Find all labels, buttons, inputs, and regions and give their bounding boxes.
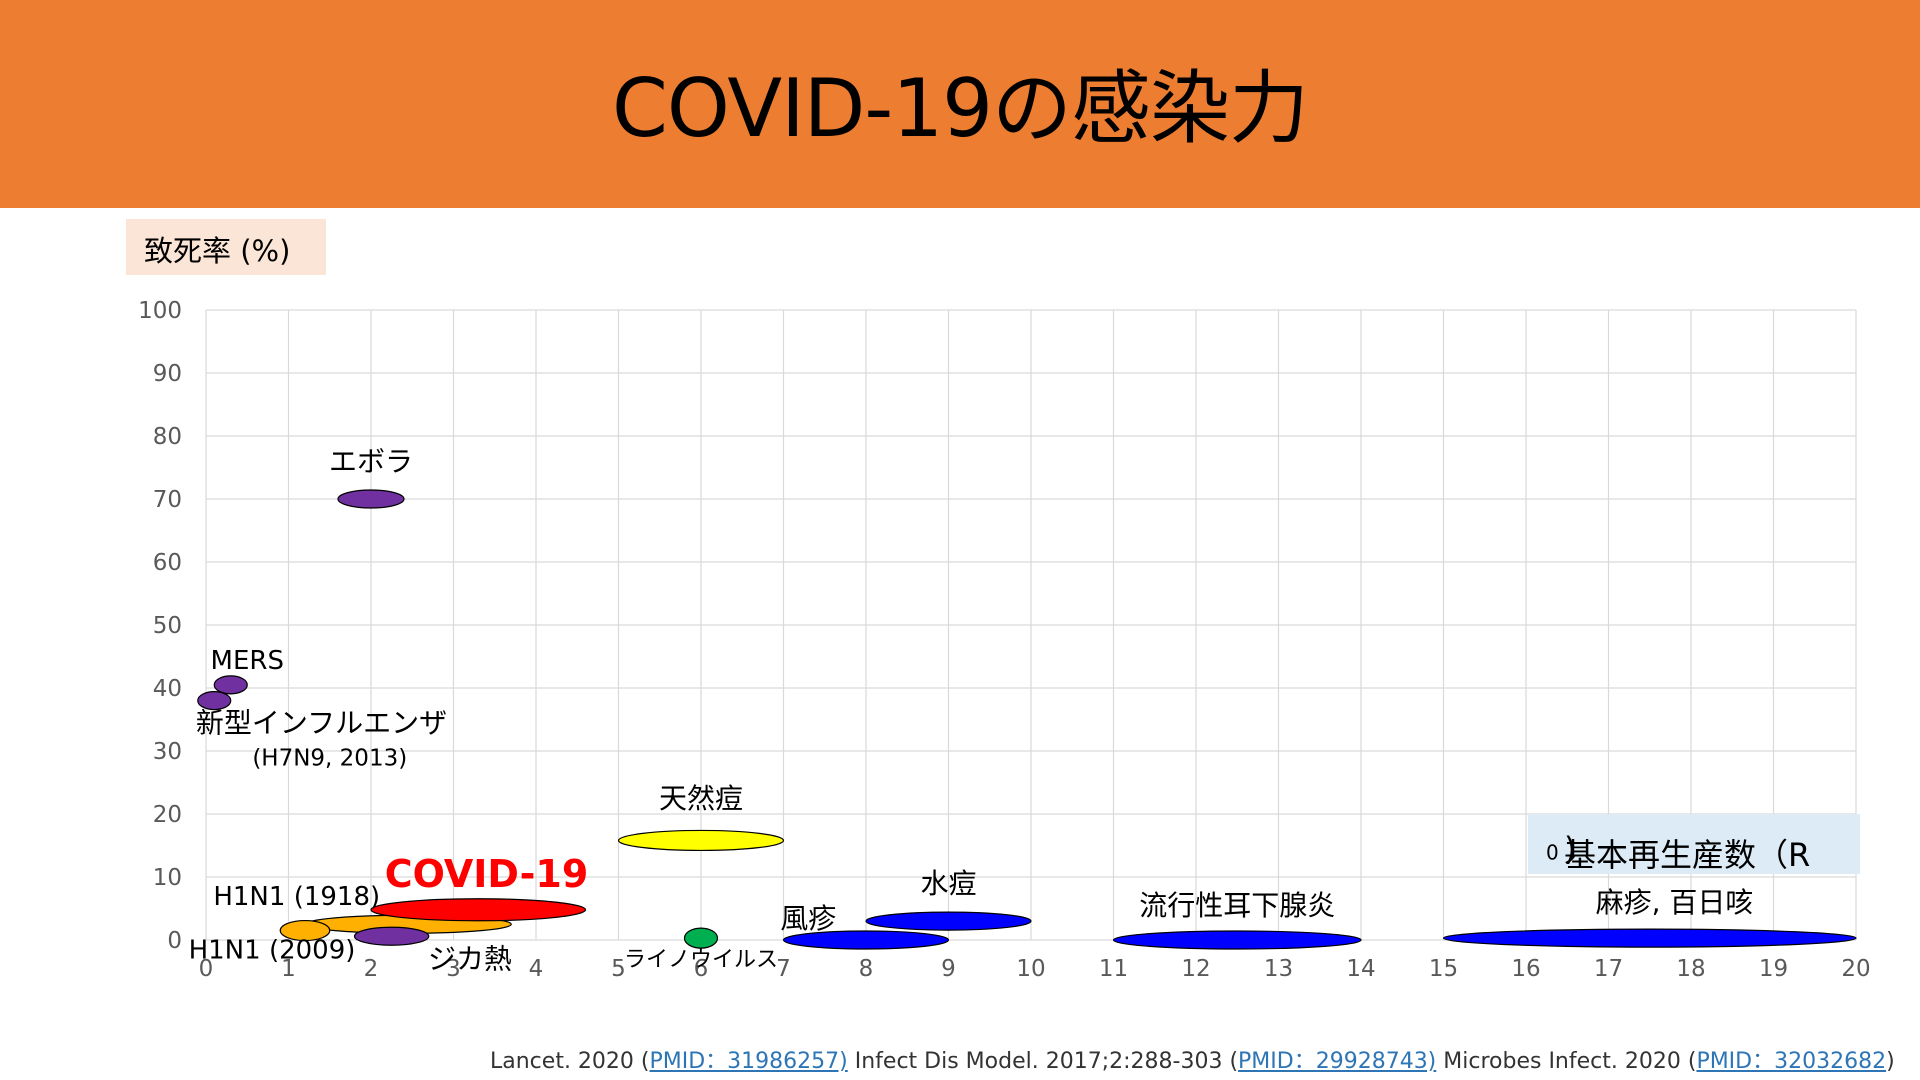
x-tick-label: 17 xyxy=(1594,956,1623,982)
data-label: MERS xyxy=(211,646,284,676)
data-mark xyxy=(213,675,248,695)
reference-close: ) xyxy=(1886,1049,1895,1074)
data-label: COVID-19 xyxy=(385,852,589,896)
references: Lancet. 2020 (PMID：31986257) Infect Dis … xyxy=(490,1043,1895,1075)
x-tick-label: 2 xyxy=(364,956,379,982)
reference-lancet: Lancet. 2020 ( xyxy=(490,1049,650,1074)
y-tick-label: 100 xyxy=(138,298,182,324)
data-mark xyxy=(617,829,785,852)
data-mark xyxy=(370,898,587,922)
x-tick-label: 4 xyxy=(529,956,544,982)
data-mark xyxy=(782,930,950,950)
x-axis-label-subscript: 0 xyxy=(1546,840,1559,865)
y-tick-label: 90 xyxy=(153,361,182,387)
data-label: (H7N9, 2013) xyxy=(252,745,407,771)
data-label: 天然痘 xyxy=(659,782,743,815)
y-tick-label: 30 xyxy=(153,739,182,765)
data-label: 麻疹, 百日咳 xyxy=(1596,886,1754,919)
x-tick-label: 0 xyxy=(199,956,214,982)
x-tick-label: 7 xyxy=(776,956,791,982)
data-label: ライノウイルス xyxy=(624,948,778,973)
reference-microbes: Microbes Infect. 2020 ( xyxy=(1436,1049,1697,1074)
slide-title: COVID-19の感染力 xyxy=(611,62,1309,155)
x-tick-label: 16 xyxy=(1511,956,1540,982)
x-tick-label: 15 xyxy=(1429,956,1458,982)
x-tick-label: 11 xyxy=(1099,956,1128,982)
data-mark xyxy=(197,690,232,711)
y-axis-label: 致死率 (%) xyxy=(144,234,291,268)
title-bar xyxy=(0,0,1920,208)
reference-idm: Infect Dis Model. 2017;2:288-303 ( xyxy=(847,1049,1239,1074)
data-label: 新型インフルエンザ xyxy=(196,706,447,739)
data-mark xyxy=(279,919,331,942)
data-mark xyxy=(337,489,405,509)
x-tick-label: 5 xyxy=(611,956,626,982)
x-tick-label: 18 xyxy=(1676,956,1705,982)
data-mark xyxy=(865,911,1032,931)
x-axis-label-close: ) xyxy=(1564,830,1577,868)
y-tick-label: 20 xyxy=(153,802,182,828)
y-tick-label: 50 xyxy=(153,613,182,639)
pmid-link-31986257[interactable]: PMID：31986257) xyxy=(649,1049,848,1074)
y-tick-label: 0 xyxy=(167,928,182,954)
y-axis-label-box: 致死率 (%) xyxy=(126,219,326,275)
data-label: H1N1 (1918) xyxy=(213,882,380,912)
x-tick-label: 20 xyxy=(1841,956,1870,982)
data-mark xyxy=(1112,930,1362,950)
x-tick-label: 8 xyxy=(859,956,874,982)
x-axis-label-text: 基本再生産数（R xyxy=(1564,836,1811,874)
data-label: H1N1 (2009) xyxy=(189,936,356,966)
data-label: ジカ熱 xyxy=(428,943,512,976)
y-tick-label: 40 xyxy=(153,676,182,702)
pmid-link-32032682[interactable]: PMID：32032682 xyxy=(1696,1049,1887,1074)
pmid-link-29928743[interactable]: PMID：29928743) xyxy=(1238,1049,1437,1074)
x-tick-label: 14 xyxy=(1346,956,1375,982)
y-tick-label: 10 xyxy=(153,865,182,891)
y-tick-label: 60 xyxy=(153,550,182,576)
x-tick-label: 19 xyxy=(1759,956,1788,982)
x-tick-label: 10 xyxy=(1016,956,1045,982)
x-tick-label: 12 xyxy=(1181,956,1210,982)
x-axis-label-box: 基本再生産数（R 0) xyxy=(1528,814,1860,874)
x-tick-label: 1 xyxy=(281,956,296,982)
data-mark xyxy=(353,926,430,946)
data-label: 風疹 xyxy=(780,902,836,935)
x-axis-label: 基本再生産数（R 0) xyxy=(1546,822,1810,874)
y-tick-label: 80 xyxy=(153,424,182,450)
data-mark xyxy=(683,927,719,949)
x-tick-label: 13 xyxy=(1264,956,1293,982)
data-label: エボラ xyxy=(329,445,413,478)
data-mark xyxy=(1442,928,1857,948)
data-label: 水痘 xyxy=(920,867,976,900)
y-tick-label: 70 xyxy=(153,487,182,513)
x-tick-label: 3 xyxy=(446,956,461,982)
x-tick-label: 9 xyxy=(941,956,956,982)
data-label: 流行性耳下腺炎 xyxy=(1139,889,1335,922)
x-tick-label: 6 xyxy=(694,956,709,982)
